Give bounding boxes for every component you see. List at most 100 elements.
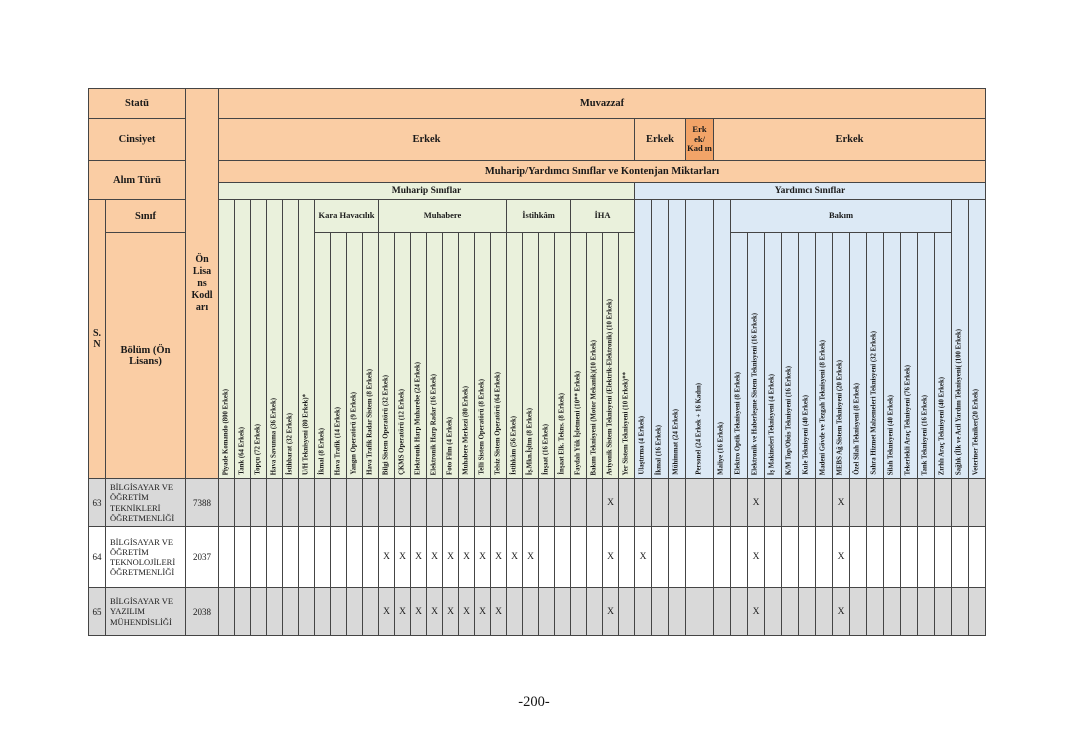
x-mark-cell: X — [458, 587, 475, 636]
quota-cell — [934, 587, 952, 636]
quota-cell — [900, 587, 918, 636]
class-column-label: Hava Trafik Radar Sistem (8 Erkek) — [366, 369, 374, 475]
quota-cell — [506, 478, 523, 527]
class-column-header: Zırhlı Araç Teknisyeni (40 Erkek) — [934, 232, 952, 479]
quota-cell — [618, 587, 635, 636]
x-mark-cell: X — [426, 526, 443, 588]
class-column-header: ÇKMS Operatörü (12 Erkek) — [394, 232, 411, 479]
quota-cell — [266, 587, 283, 636]
row-department: BİLGİSAYAR VE YAZILIM MÜHENDİSLİĞİ — [105, 587, 186, 636]
class-column-header: Muhabere Merkezi (80 Erkek) — [458, 232, 475, 479]
quota-cell — [668, 587, 686, 636]
quota-cell — [314, 526, 331, 588]
class-column-label: İş Makineleri Teknisyeni (4 Erkek) — [768, 373, 776, 475]
class-column-label: İstihbarat (32 Erkek) — [286, 413, 294, 475]
quota-cell — [378, 478, 395, 527]
quota-cell — [713, 526, 731, 588]
class-column-header: İkmal (16 Erkek) — [651, 199, 669, 479]
x-mark-cell: X — [442, 526, 459, 588]
quota-cell — [426, 478, 443, 527]
quota-cell — [917, 587, 935, 636]
quota-cell — [314, 587, 331, 636]
row-department: BİLGİSAYAR VE ÖĞRETİM TEKNİKLERİ ÖĞRETME… — [105, 478, 186, 527]
quota-cell — [866, 526, 884, 588]
quota-cell — [685, 526, 714, 588]
quota-cell — [538, 478, 555, 527]
class-column-label: İnşaat Elk. Tekns. (8 Erkek) — [558, 393, 566, 475]
class-column-header: İstihkâm (56 Erkek) — [506, 232, 523, 479]
class-column-header: Kule Teknisyeni (40 Erkek) — [798, 232, 816, 479]
section-header: Yardımcı Sınıflar — [634, 182, 986, 200]
class-column-header: İstihbarat (32 Erkek) — [282, 199, 299, 479]
class-column-label: Elektronik Harp Radar (16 Erkek) — [430, 373, 438, 475]
class-column-header: Tank Teknisyeni (16 Erkek) — [917, 232, 935, 479]
class-column-label: Tank Teknisyeni (16 Erkek) — [921, 394, 929, 475]
class-column-header: Piyade Komando (800 Erkek) — [218, 199, 235, 479]
class-column-label: Maliye (16 Erkek) — [717, 422, 725, 475]
quota-cell — [554, 526, 571, 588]
class-column-label: Bakım Teknisyeni (Motor Mekanik)(10 Erke… — [590, 339, 598, 475]
quota-cell — [346, 478, 363, 527]
class-column-header: Sağlık (İlk ve Acil Yardım Teknisyeni( (… — [951, 199, 969, 479]
quota-cell — [570, 526, 587, 588]
x-mark-cell: X — [378, 587, 395, 636]
quota-cell — [764, 526, 782, 588]
x-mark-cell: X — [522, 526, 539, 588]
quota-cell — [651, 587, 669, 636]
quota-cell — [218, 478, 235, 527]
x-mark-cell: X — [832, 478, 850, 527]
quota-cell — [668, 478, 686, 527]
class-column-header: Hava Trafik (14 Erkek) — [330, 232, 347, 479]
quota-cell — [250, 587, 267, 636]
quota-cell — [458, 478, 475, 527]
x-mark-cell: X — [394, 587, 411, 636]
quota-cell — [798, 526, 816, 588]
class-column-label: Personel (24 Erkek + 16 Kadın) — [695, 383, 703, 475]
sinif-label: Sınıf — [105, 199, 186, 233]
class-column-label: İş.Mkn.İşltm (8 Erkek) — [526, 407, 534, 475]
quota-cell — [298, 526, 315, 588]
class-column-header: Özel Silah Teknisyeni (8 Erkek) — [849, 232, 867, 479]
class-group-header: İstihkâm — [506, 199, 571, 233]
class-column-label: Yangın Operatörü (9 Erkek) — [350, 392, 358, 475]
bolum-column-header: Bölüm (Ön Lisans) — [105, 232, 186, 479]
quota-cell — [586, 478, 603, 527]
quota-cell — [934, 526, 952, 588]
quota-cell — [968, 587, 986, 636]
class-column-header: Sahra Hizmet Malzemeleri Teknisyeni (32 … — [866, 232, 884, 479]
cinsiyet-label: Cinsiyet — [88, 118, 186, 161]
quota-cell — [410, 478, 427, 527]
class-column-header: Elektronik ve Haberleşme Sistem Teknisye… — [747, 232, 765, 479]
row-sn: 65 — [88, 587, 106, 636]
class-column-header: Elektro Optik Teknisyeni (8 Erkek) — [730, 232, 748, 479]
quota-cell — [764, 478, 782, 527]
quota-cell — [713, 478, 731, 527]
quota-cell — [298, 587, 315, 636]
quota-cell — [815, 478, 833, 527]
sn-column-header: S. N — [88, 199, 106, 479]
quota-cell — [651, 526, 669, 588]
quota-cell — [883, 587, 901, 636]
class-column-label: İstihkâm (56 Erkek) — [510, 416, 518, 475]
quota-cell — [346, 526, 363, 588]
row-sn: 63 — [88, 478, 106, 527]
quota-cell — [849, 526, 867, 588]
x-mark-cell: X — [490, 526, 507, 588]
class-column-header: Madeni Gövde ve Tezgah Teknisyeni (8 Erk… — [815, 232, 833, 479]
quota-cell — [883, 478, 901, 527]
class-column-label: Kule Teknisyeni (40 Erkek) — [802, 395, 810, 475]
class-column-label: İkmal (16 Erkek) — [655, 424, 663, 475]
x-mark-cell: X — [394, 526, 411, 588]
class-column-header: K/M Top/Obüs Teknisyeni (16 Erkek) — [781, 232, 799, 479]
x-mark-cell: X — [410, 526, 427, 588]
x-mark-cell: X — [458, 526, 475, 588]
quota-cell — [522, 587, 539, 636]
quota-cell — [951, 526, 969, 588]
x-mark-cell: X — [634, 526, 652, 588]
quota-cell — [618, 478, 635, 527]
muvazzaf-header: Muvazzaf — [218, 88, 986, 119]
class-column-header: Tank (64 Erkek) — [234, 199, 251, 479]
quota-cell — [798, 478, 816, 527]
x-mark-cell: X — [442, 587, 459, 636]
row-sn: 64 — [88, 526, 106, 588]
